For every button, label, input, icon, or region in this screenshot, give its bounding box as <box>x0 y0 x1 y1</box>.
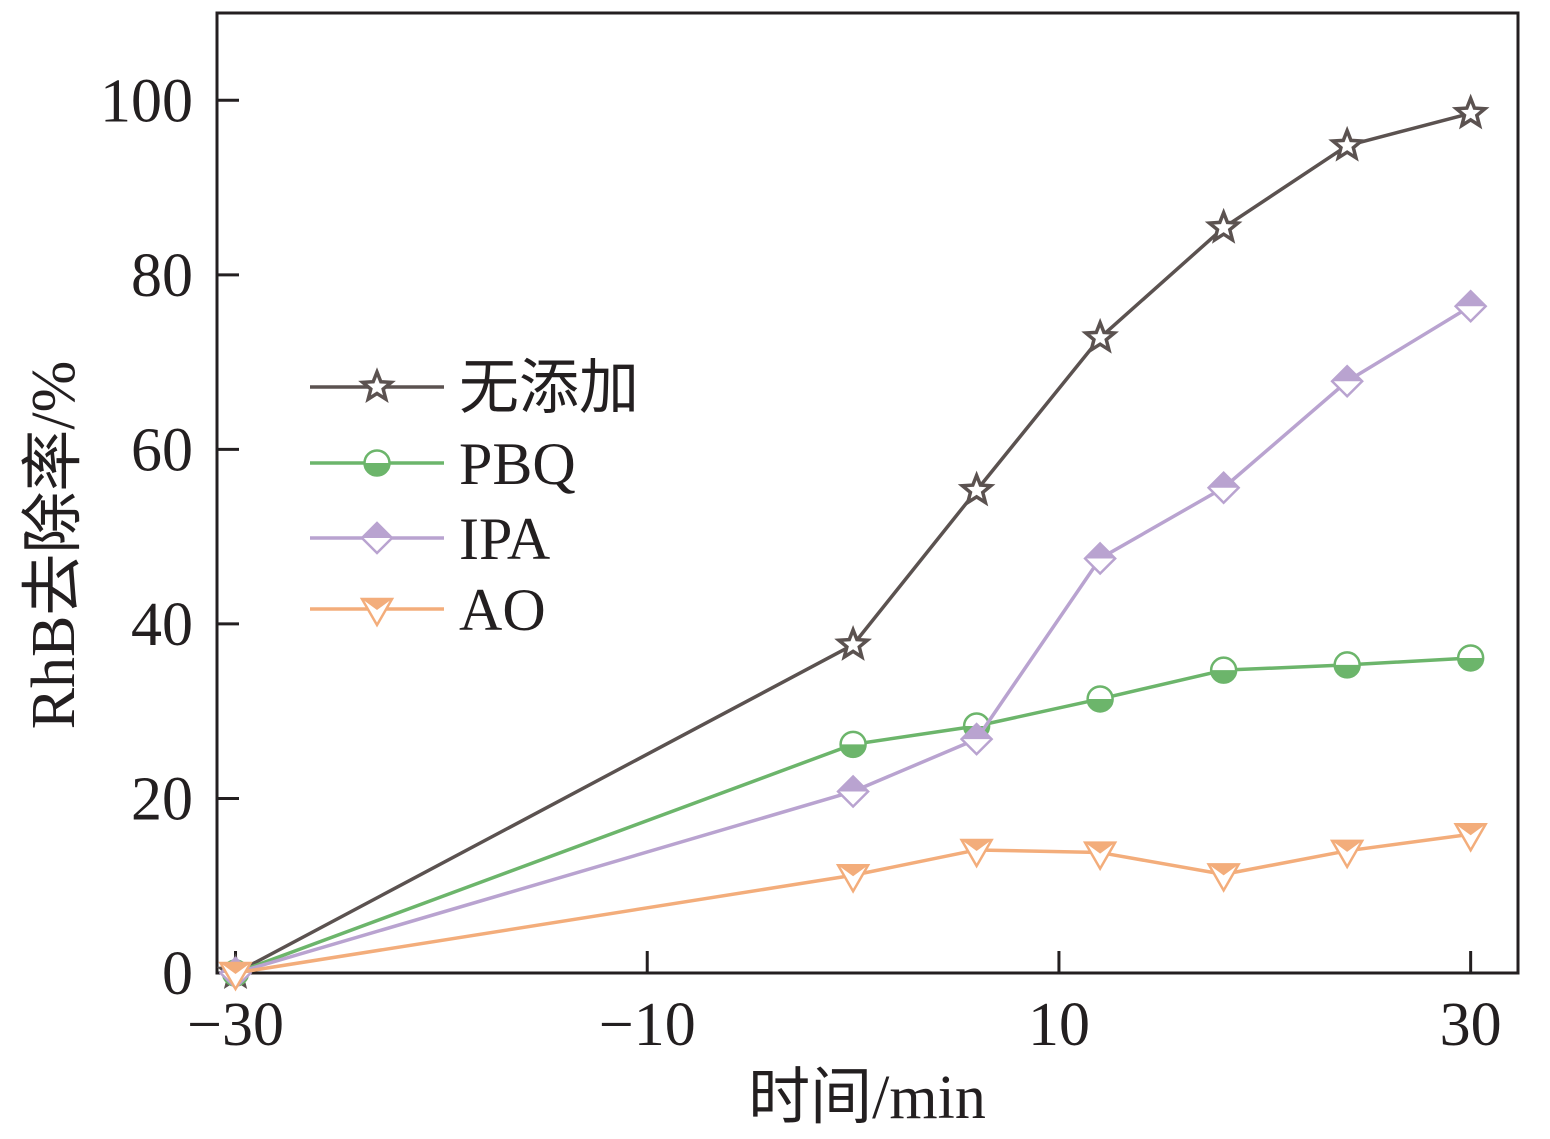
legend-marker <box>359 597 395 628</box>
data-point <box>836 774 870 809</box>
legend-marker <box>363 449 391 477</box>
data-point <box>1333 651 1361 679</box>
data-point <box>1086 685 1114 713</box>
series-layer <box>216 93 1490 992</box>
x-axis: −30 −10 10 30 <box>187 951 1502 1059</box>
x-tick-label: −10 <box>599 991 696 1059</box>
plot-frame <box>215 11 1520 975</box>
y-tick-label: 40 <box>131 591 193 659</box>
legend-label: PBQ <box>459 431 576 497</box>
data-point <box>1209 656 1238 684</box>
data-point <box>957 470 996 507</box>
series-diamond <box>218 289 1488 990</box>
data-point <box>1206 863 1241 893</box>
data-point <box>1453 289 1488 324</box>
legend-item: PBQ <box>310 431 576 497</box>
x-tick-label: −30 <box>187 991 284 1059</box>
x-tick-label: 10 <box>1028 991 1090 1059</box>
data-point <box>959 722 994 756</box>
data-point <box>1206 470 1241 505</box>
data-point <box>1082 841 1118 872</box>
y-tick-label: 20 <box>131 765 193 833</box>
legend-label: IPA <box>459 506 550 572</box>
x-axis-title: 时间/min <box>748 1064 986 1132</box>
y-axis-title: RhB去除率/% <box>20 361 88 730</box>
data-point <box>1456 644 1485 672</box>
y-axis: 0 20 40 60 80 100 <box>100 67 239 1008</box>
y-tick-label: 80 <box>131 242 193 310</box>
x-tick-label: 30 <box>1440 991 1502 1059</box>
series-triangle-down <box>218 822 1488 992</box>
data-point <box>1204 207 1243 244</box>
legend-marker <box>360 521 394 555</box>
data-point <box>1329 839 1365 870</box>
data-point <box>1453 822 1488 853</box>
data-point <box>959 838 994 869</box>
legend-label: AO <box>459 577 546 643</box>
series-star <box>216 93 1490 990</box>
data-point <box>1330 364 1364 399</box>
y-tick-label: 60 <box>131 416 193 484</box>
y-tick-label: 100 <box>100 67 193 135</box>
series-line <box>234 656 1471 975</box>
data-point <box>1083 541 1117 576</box>
data-point <box>218 961 253 992</box>
data-point <box>1451 93 1490 130</box>
data-point <box>1081 317 1119 354</box>
legend-item: 无添加 <box>310 355 639 421</box>
series-line <box>234 111 1472 975</box>
legend-marker <box>358 367 396 404</box>
series-circle <box>221 644 1485 987</box>
legend-item: AO <box>310 577 546 643</box>
data-point <box>835 864 871 894</box>
legend-label: 无添加 <box>459 355 639 421</box>
data-point <box>839 730 867 759</box>
legend-item: IPA <box>310 506 550 572</box>
data-point <box>834 625 872 661</box>
y-tick-label: 0 <box>162 940 193 1008</box>
data-point <box>1328 125 1366 162</box>
